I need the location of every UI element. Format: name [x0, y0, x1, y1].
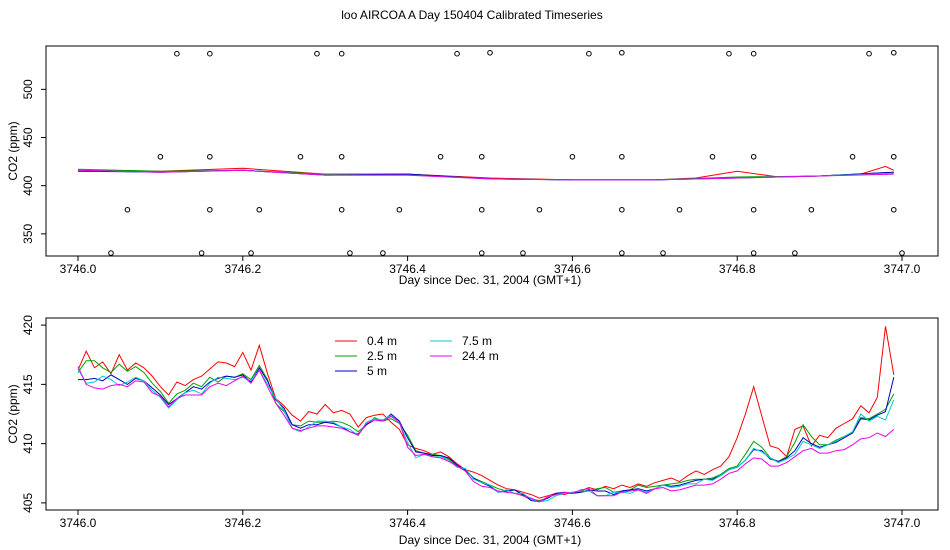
legend-label: 24.4 m	[462, 349, 499, 363]
data-point	[124, 206, 131, 213]
legend-label: 7.5 m	[462, 334, 492, 348]
y-tick-label: 350	[21, 224, 35, 244]
data-point	[248, 250, 254, 256]
x-tick-label: 3746.4	[389, 262, 426, 276]
x-tick-label: 3747.0	[884, 516, 921, 530]
chart-panel-bottom: 3746.0 3746.2 3746.4 3746.6 3746.8 3747.0 Day …	[6, 315, 939, 547]
data-point	[437, 153, 444, 160]
data-point	[478, 153, 485, 160]
x-tick-label: 3747.0	[884, 262, 921, 276]
data-point	[586, 50, 592, 57]
data-point	[890, 153, 897, 160]
data-point	[478, 206, 485, 213]
y-tick-label: 415	[21, 374, 35, 394]
x-tick-label: 3746.2	[224, 516, 261, 530]
series-line	[77, 326, 895, 499]
data-point	[890, 49, 897, 56]
data-point	[660, 250, 666, 256]
x-axis-label: Day since Dec. 31, 2004 (GMT+1)	[399, 273, 581, 287]
data-point	[750, 50, 757, 57]
data-point	[750, 153, 757, 160]
series-line	[77, 368, 895, 503]
series-line	[77, 165, 895, 181]
data-point	[619, 153, 625, 160]
data-point	[478, 250, 485, 256]
data-point	[726, 50, 732, 57]
data-point	[792, 250, 798, 256]
data-point	[520, 250, 526, 256]
chart-panel-top: 3746.0 3746.2 3746.4 3746.6 3746.8 3747.0 Day …	[6, 45, 939, 287]
data-point	[454, 50, 460, 57]
data-point	[487, 49, 493, 56]
y-tick-label: 405	[21, 493, 35, 513]
data-point	[314, 50, 320, 57]
series-line	[77, 169, 894, 181]
data-point	[198, 250, 205, 256]
figure-title: loo AIRCOA A Day 150404 Calibrated Times…	[341, 8, 602, 22]
y-tick-label: 500	[21, 79, 35, 99]
data-point	[569, 153, 576, 160]
legend-label: 0.4 m	[367, 334, 397, 348]
data-point	[338, 50, 345, 57]
data-point	[866, 50, 872, 57]
y-tick-label: 450	[21, 127, 35, 147]
x-tick-label: 3746.2	[224, 262, 261, 276]
data-point	[849, 153, 856, 160]
data-point	[899, 250, 905, 256]
legend: 0.4 m2.5 m5 m 7.5 m24.4 m	[335, 334, 499, 378]
x-tick-label: 3746.0	[60, 262, 97, 276]
plot-frame	[45, 45, 939, 257]
data-point	[347, 250, 353, 256]
data-point	[750, 206, 757, 213]
y-axis-label: CO2 (ppm)	[6, 121, 20, 180]
series-line	[77, 360, 895, 502]
data-point	[256, 206, 263, 213]
data-point	[108, 250, 114, 256]
data-point	[676, 206, 683, 213]
data-point	[396, 206, 403, 213]
data-point	[619, 250, 625, 256]
x-tick-label: 3746.0	[60, 516, 97, 530]
data-point	[207, 206, 213, 213]
series-line	[77, 366, 895, 503]
y-tick-label: 420	[21, 315, 35, 335]
data-point	[619, 49, 625, 56]
data-point	[338, 206, 345, 213]
x-tick-label: 3746.8	[719, 262, 756, 276]
y-tick-label: 410	[21, 433, 35, 453]
x-tick-label: 3746.6	[554, 516, 591, 530]
data-point	[709, 153, 716, 160]
data-point	[207, 153, 213, 160]
data-point	[174, 50, 180, 57]
data-point	[890, 206, 897, 213]
data-point	[338, 153, 345, 160]
x-axis-label: Day since Dec. 31, 2004 (GMT+1)	[399, 533, 581, 547]
x-tick-label: 3746.8	[719, 516, 756, 530]
data-point	[157, 153, 164, 160]
data-point	[750, 250, 757, 256]
data-point	[380, 250, 386, 256]
x-tick-label: 3746.6	[554, 262, 591, 276]
y-tick-label: 400	[21, 175, 35, 195]
data-point	[808, 206, 815, 213]
data-point	[297, 153, 304, 160]
x-tick-label: 3746.4	[389, 516, 426, 530]
data-point	[536, 206, 543, 213]
legend-label: 2.5 m	[367, 349, 397, 363]
y-axis-label: CO2 (ppm)	[6, 384, 20, 443]
data-point	[619, 206, 625, 213]
series-line	[78, 366, 895, 503]
legend-label: 5 m	[367, 364, 387, 378]
data-point	[207, 50, 213, 57]
